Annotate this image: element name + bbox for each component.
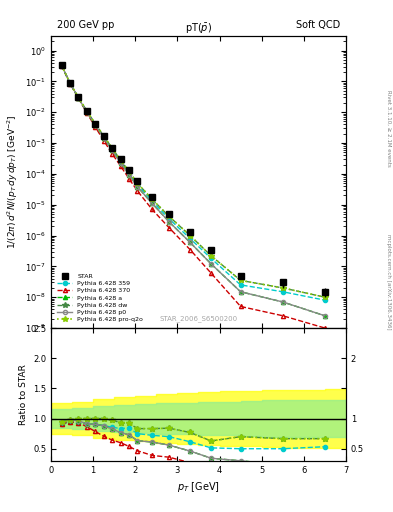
Legend: STAR, Pythia 6.428 359, Pythia 6.428 370, Pythia 6.428 a, Pythia 6.428 dw, Pythi: STAR, Pythia 6.428 359, Pythia 6.428 370… — [54, 271, 146, 325]
Text: Soft QCD: Soft QCD — [296, 20, 340, 30]
Text: 200 GeV pp: 200 GeV pp — [57, 20, 114, 30]
Title: pT($\bar{p}$): pT($\bar{p}$) — [185, 22, 212, 36]
Text: STAR_2006_S6500200: STAR_2006_S6500200 — [160, 315, 237, 322]
Text: Rivet 3.1.10, ≥ 2.1M events: Rivet 3.1.10, ≥ 2.1M events — [386, 90, 391, 166]
Y-axis label: Ratio to STAR: Ratio to STAR — [18, 364, 28, 425]
X-axis label: $p_T$ [GeV]: $p_T$ [GeV] — [177, 480, 220, 494]
Y-axis label: $1/(2\pi)\,d^2N/(p_T\,dy\,dp_T)$ [GeV$^{-2}$]: $1/(2\pi)\,d^2N/(p_T\,dy\,dp_T)$ [GeV$^{… — [5, 115, 20, 249]
Text: mcplots.cern.ch [arXiv:1306.3436]: mcplots.cern.ch [arXiv:1306.3436] — [386, 234, 391, 329]
